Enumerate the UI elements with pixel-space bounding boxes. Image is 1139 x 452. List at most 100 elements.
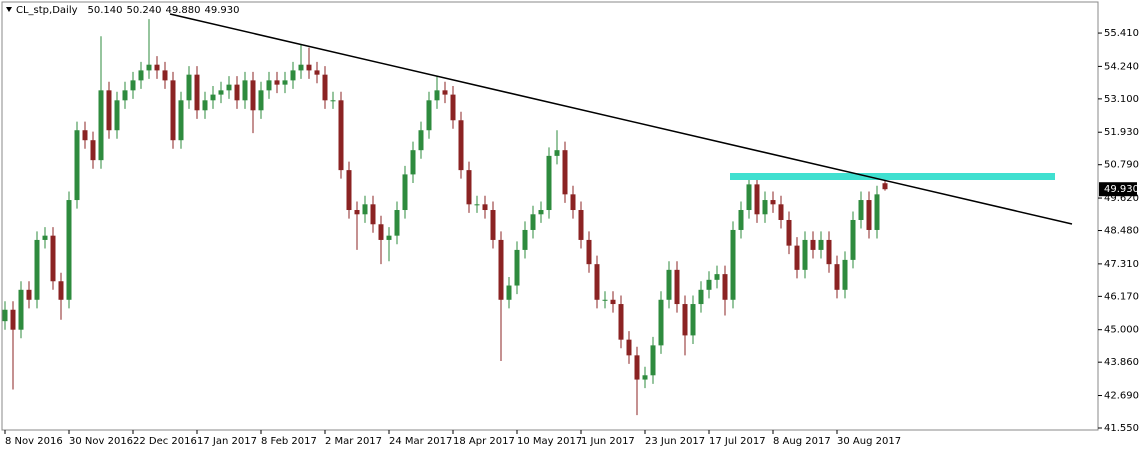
candle-body [498, 239, 504, 300]
symbol-title: CL_stp,Daily [16, 5, 78, 16]
candle-body [106, 90, 112, 131]
candle-body [514, 249, 520, 286]
candle-body [74, 130, 80, 201]
candle-body [810, 239, 816, 250]
y-tick-label: 47.310 [1104, 259, 1139, 270]
x-tick-label: 22 Dec 2016 [133, 436, 197, 447]
candle-body [370, 204, 376, 225]
candle-body [410, 150, 416, 175]
candle-body [242, 80, 248, 101]
x-tick-label: 23 Jun 2017 [645, 436, 705, 447]
candle-body [866, 200, 872, 230]
candle-body [834, 264, 840, 290]
candle-body [290, 70, 296, 81]
candle-body [306, 64, 312, 71]
candle-body [194, 74, 200, 111]
candle-body [418, 130, 424, 151]
candle-body [762, 200, 768, 215]
candle-body [18, 289, 24, 330]
candle-body [354, 210, 360, 215]
candle-body [474, 204, 480, 206]
candle-body [130, 80, 136, 91]
candle-body [50, 235, 56, 282]
x-tick-label: 18 Apr 2017 [453, 436, 515, 447]
trend-line [169, 13, 1073, 225]
candle-body [114, 100, 120, 131]
candle-body [642, 375, 648, 380]
candle-body [506, 285, 512, 300]
candle-body [146, 64, 152, 71]
y-tick-label: 54.240 [1104, 61, 1139, 72]
x-tick-label: 8 Aug 2017 [773, 436, 831, 447]
candle-body [490, 210, 496, 240]
x-tick-label: 10 May 2017 [517, 436, 582, 447]
y-tick-label: 53.100 [1104, 94, 1139, 105]
candle-body [554, 150, 560, 156]
candle-body [826, 239, 832, 265]
candle-body [746, 184, 752, 211]
candle-body [482, 204, 488, 211]
y-tick-label: 50.790 [1104, 160, 1139, 171]
y-tick-label: 41.550 [1104, 423, 1139, 434]
candle-body [458, 120, 464, 171]
candle-body [202, 100, 208, 111]
candle-body [218, 90, 224, 95]
candle-body [266, 80, 272, 91]
candle-body [562, 150, 568, 195]
candle-body [298, 64, 304, 71]
candle-body [730, 229, 736, 300]
candle-body [538, 210, 544, 215]
candle-body [714, 274, 720, 280]
candle-body [98, 90, 104, 161]
candle-body [610, 299, 616, 305]
y-tick-label: 42.690 [1104, 391, 1139, 402]
candle-body [586, 239, 592, 265]
candle-body [658, 299, 664, 346]
price-label-box [1099, 182, 1137, 197]
y-tick-label: 49.620 [1104, 193, 1139, 204]
candle-body [690, 304, 696, 336]
candle-body [434, 90, 440, 101]
candle-body [602, 299, 608, 301]
candle-body [154, 64, 160, 71]
candle-body [786, 219, 792, 246]
candle-body [666, 269, 672, 300]
resistance-zone [730, 173, 1055, 180]
price-label: 49.930 [1104, 184, 1139, 195]
candle-body [650, 345, 656, 376]
candle-body [322, 74, 328, 101]
candle-body [778, 204, 784, 220]
candle-body [90, 140, 96, 161]
y-tick-label: 55.410 [1104, 28, 1139, 39]
candle-body [178, 100, 184, 141]
candle-body [138, 70, 144, 81]
y-tick-label: 48.480 [1104, 226, 1139, 237]
candle-body [682, 304, 688, 336]
candle-body [530, 214, 536, 230]
y-tick-label: 43.860 [1104, 357, 1139, 368]
candle-body [282, 80, 288, 85]
candle-body [26, 289, 32, 300]
candle-body [770, 200, 776, 205]
y-tick-label: 46.170 [1104, 291, 1139, 302]
candle-body [818, 239, 824, 250]
candle-body [578, 210, 584, 240]
plot-frame [1, 1, 1099, 431]
candle-body [274, 80, 280, 85]
candle-body [882, 183, 888, 190]
candle-body [170, 80, 176, 141]
candle-body [42, 235, 48, 240]
candle-body [10, 309, 16, 330]
candle-body [698, 289, 704, 305]
x-tick-label: 1 Jun 2017 [581, 436, 635, 447]
candle-body [594, 264, 600, 300]
candle-body [58, 281, 64, 300]
candle-body [442, 90, 448, 95]
candle-body [426, 100, 432, 131]
candle-body [346, 170, 352, 211]
candle-body [450, 94, 456, 121]
candle-body [874, 194, 880, 230]
candle-body [706, 279, 712, 290]
